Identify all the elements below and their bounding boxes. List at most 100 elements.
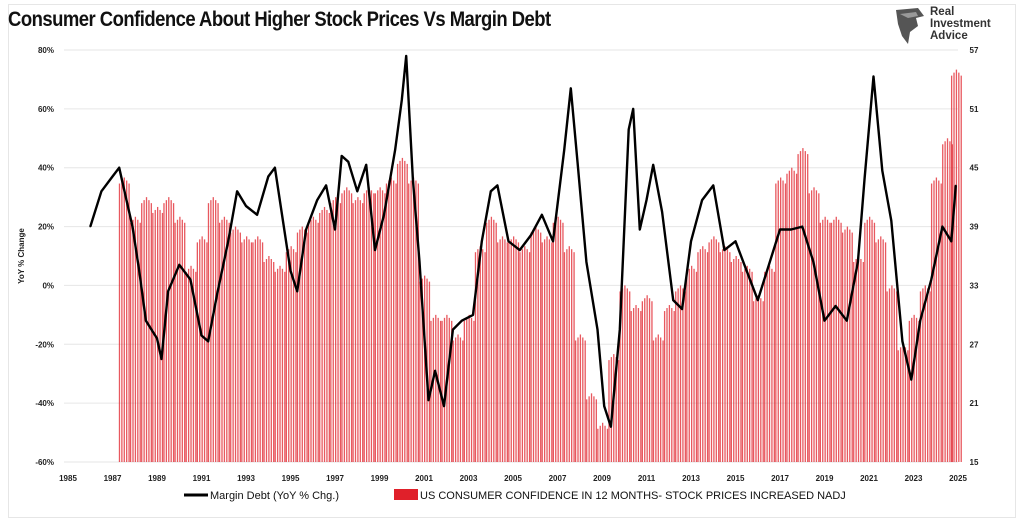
confidence-bar — [657, 334, 659, 462]
confidence-bar — [321, 209, 323, 462]
logo-line: Real — [930, 6, 955, 18]
confidence-bar — [733, 259, 735, 462]
confidence-bar — [448, 317, 450, 462]
confidence-bar — [348, 190, 350, 463]
margin-debt-point — [178, 264, 181, 266]
confidence-bar — [699, 249, 702, 462]
confidence-bar — [134, 216, 137, 462]
margin-debt-point — [632, 108, 634, 110]
confidence-bar — [740, 262, 742, 462]
confidence-bar — [399, 160, 401, 462]
confidence-bar — [927, 288, 929, 462]
confidence-bar — [899, 347, 902, 462]
line-series — [89, 54, 957, 428]
confidence-bar — [875, 242, 877, 462]
confidence-bar — [506, 242, 508, 462]
confidence-bar — [232, 229, 234, 462]
x-tick-label: 2023 — [905, 474, 923, 483]
confidence-bar — [951, 144, 953, 463]
confidence-bar — [573, 252, 575, 462]
confidence-bar — [203, 239, 206, 462]
confidence-bar — [417, 183, 419, 462]
confidence-bar — [897, 350, 899, 462]
confidence-bar — [145, 197, 148, 462]
confidence-bar — [192, 268, 195, 462]
confidence-bar — [168, 197, 170, 462]
confidence-bar — [621, 288, 624, 462]
confidence-bar — [250, 242, 253, 462]
confidence-bar — [617, 360, 620, 462]
confidence-bar — [484, 252, 486, 462]
margin-debt-point — [661, 211, 663, 213]
confidence-bar — [752, 301, 755, 462]
eagle-logo-icon — [896, 8, 924, 44]
confidence-bar — [860, 259, 862, 462]
confidence-bar — [501, 236, 504, 462]
confidence-bar — [482, 249, 484, 462]
confidence-bar — [339, 203, 342, 462]
margin-debt-point — [941, 225, 944, 228]
margin-debt-point — [863, 178, 866, 181]
chart-title: Consumer Confidence About Higher Stock P… — [8, 8, 551, 31]
confidence-bar — [143, 200, 145, 462]
x-tick-label: 2019 — [816, 474, 834, 483]
margin-debt-point — [690, 240, 692, 243]
margin-debt-point — [910, 378, 913, 381]
right-tick-label: 45 — [970, 164, 979, 173]
confidence-bar — [771, 268, 773, 462]
confidence-bar — [485, 222, 488, 462]
legend: Margin Debt (YoY % Chg.) US CONSUMER CON… — [184, 489, 846, 502]
confidence-bar — [473, 320, 475, 462]
margin-debt-point — [289, 269, 292, 272]
margin-debt-point — [236, 190, 238, 193]
confidence-bar — [568, 246, 570, 462]
confidence-bar — [882, 239, 884, 462]
confidence-bar — [813, 187, 815, 463]
confidence-bar — [132, 219, 134, 462]
margin-debt-point — [245, 205, 247, 207]
margin-debt-point — [541, 214, 543, 216]
confidence-bar — [671, 308, 673, 462]
confidence-bar — [590, 393, 593, 462]
confidence-bar — [452, 340, 454, 462]
margin-debt-point — [481, 240, 483, 243]
confidence-bar — [395, 183, 397, 462]
confidence-bar — [493, 219, 495, 462]
margin-debt-point — [790, 228, 792, 231]
margin-debt-point — [507, 240, 510, 243]
left-tick-label: 60% — [38, 105, 54, 114]
margin-debt-point — [167, 290, 169, 293]
confidence-bar — [724, 246, 726, 462]
x-tick-label: 1985 — [59, 474, 77, 483]
confidence-bar — [463, 320, 465, 462]
confidence-bar — [312, 216, 315, 462]
x-tick-label: 2021 — [860, 474, 878, 483]
margin-debt-point — [200, 334, 203, 337]
confidence-bar — [352, 203, 354, 462]
confidence-bar — [285, 252, 287, 462]
confidence-bar — [288, 249, 290, 462]
confidence-bar — [797, 154, 799, 462]
margin-debt-point — [189, 278, 192, 281]
confidence-bar — [263, 262, 265, 462]
confidence-bar — [741, 271, 744, 462]
confidence-bar — [749, 268, 751, 462]
confidence-bar — [615, 357, 617, 462]
confidence-bar — [479, 246, 481, 462]
margin-debt-point — [160, 358, 163, 360]
confidence-bar — [517, 242, 520, 462]
confidence-bar — [228, 222, 230, 462]
confidence-bar — [179, 216, 181, 462]
confidence-bar — [824, 216, 826, 462]
confidence-bar — [306, 232, 308, 462]
confidence-bar — [693, 268, 695, 462]
margin-debt-point — [434, 369, 436, 372]
confidence-bar — [129, 222, 132, 462]
confidence-bar — [373, 193, 375, 463]
confidence-bar — [919, 291, 922, 462]
logo-text: Real Investment Advice — [930, 6, 991, 42]
confidence-bar — [218, 222, 221, 462]
x-tick-label: 2025 — [949, 474, 967, 483]
margin-debt-point — [118, 166, 120, 169]
